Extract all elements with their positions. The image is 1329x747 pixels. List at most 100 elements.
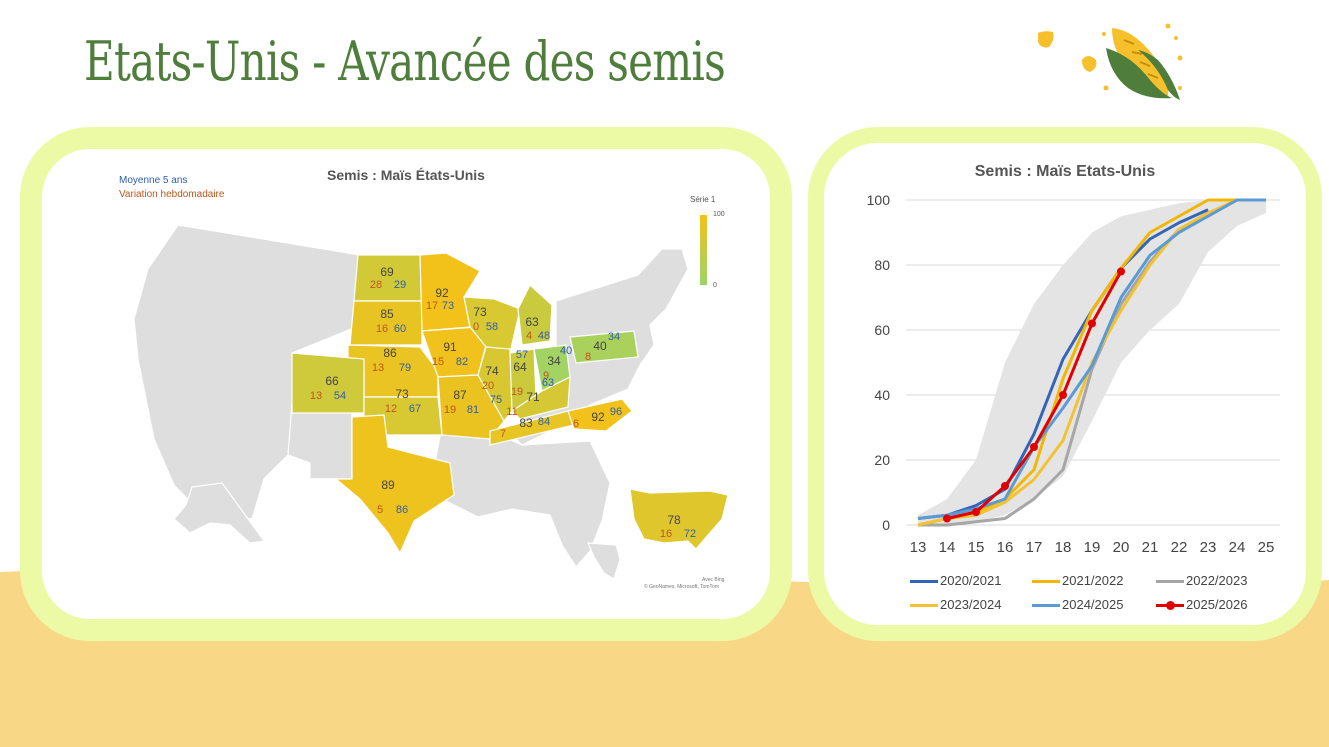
- x-tick-20: 20: [1113, 539, 1130, 556]
- map-states: [291, 252, 729, 555]
- map-var-NC: 6: [573, 418, 579, 430]
- legend-swatch: [1032, 580, 1060, 584]
- line-chart-panel: Semis : Maïs Etats-Unis 0 20 40 60 80 100 13 14…: [808, 127, 1322, 641]
- scale-min: 0: [713, 282, 717, 289]
- map-value-IL: 74: [485, 364, 499, 378]
- legend-item-5: 2025/2026: [1156, 597, 1247, 612]
- x-tick-21: 21: [1142, 539, 1159, 556]
- state-US: [629, 488, 729, 550]
- legend-swatch: [1156, 580, 1184, 584]
- map-var-IL: 20: [482, 380, 494, 392]
- map-avg-OH: 40: [560, 345, 572, 357]
- map-avg-IA: 82: [456, 356, 468, 368]
- map-value-KS: 73: [395, 387, 409, 401]
- map-var-KS: 12: [385, 403, 397, 415]
- map-base: [133, 224, 689, 580]
- map-var-CO: 13: [310, 390, 322, 402]
- x-tick-16: 16: [997, 539, 1014, 556]
- x-tick-18: 18: [1055, 539, 1072, 556]
- legend-swatch: [910, 580, 938, 584]
- state-PA: [569, 330, 639, 364]
- scale-title: Série 1: [690, 195, 716, 204]
- map-value-SD: 85: [380, 307, 394, 321]
- map-credit-2: © GeoNames, Microsoft, TomTom: [644, 584, 719, 590]
- legend-swatch: [1156, 601, 1184, 611]
- map-avg-CO: 54: [334, 390, 346, 402]
- map-value-NC: 92: [591, 410, 605, 424]
- line-chart: 0 20 40 60 80 100 13 14 15 16 17 18 19 20 21 22 23 24 25: [867, 192, 1280, 556]
- map-value-KY: 71: [526, 390, 540, 404]
- map-value-NE: 86: [383, 346, 397, 360]
- series-point-5-7: [1117, 267, 1125, 276]
- legend-item-1: 2021/2022: [1032, 573, 1123, 588]
- map-var-US: 16: [660, 528, 672, 540]
- x-tick-24: 24: [1229, 539, 1246, 556]
- x-tick-19: 19: [1084, 539, 1101, 556]
- legend-item-2: 2022/2023: [1156, 573, 1247, 588]
- state-NC: [567, 398, 633, 432]
- map-avg-MN: 73: [442, 300, 454, 312]
- legend-swatch: [910, 604, 938, 608]
- map-avg-ND: 29: [394, 279, 406, 291]
- y-tick-40: 40: [874, 387, 890, 403]
- corn-icon: [1082, 23, 1183, 100]
- map-var-NE: 13: [372, 362, 384, 374]
- x-tick-13: 13: [910, 539, 927, 556]
- map-var-MI: 4: [526, 330, 532, 342]
- map-avg-KY: 63: [542, 377, 554, 389]
- map-var-IA: 15: [432, 356, 444, 368]
- map-value-OH: 34: [547, 354, 561, 368]
- map-value-MI: 63: [525, 315, 539, 329]
- page-title: Etats-Unis - Avancée des semis: [84, 30, 726, 93]
- legend-swatch: [1032, 604, 1060, 608]
- x-tick-17: 17: [1026, 539, 1043, 556]
- legend-label: 2020/2021: [940, 573, 1002, 588]
- map-avg-WI: 58: [486, 321, 498, 333]
- kernel-icon: [1038, 31, 1054, 48]
- state-alaska: [173, 482, 266, 544]
- legend-label: 2025/2026: [1186, 597, 1248, 612]
- map-value-MO: 87: [453, 388, 467, 402]
- map-var-KY: 11: [506, 406, 517, 418]
- map-value-US: 78: [667, 513, 681, 527]
- scale-bar: [700, 215, 707, 285]
- x-tick-23: 23: [1200, 539, 1217, 556]
- map-value-ND: 69: [380, 265, 394, 279]
- map-avg-MO: 81: [467, 404, 479, 416]
- y-tick-100: 100: [867, 192, 891, 208]
- map-value-PA: 40: [593, 339, 607, 353]
- map-value-IN: 64: [513, 360, 527, 374]
- x-tick-25: 25: [1258, 539, 1275, 556]
- state-southwest: [287, 402, 353, 480]
- map-var-IN: 19: [511, 386, 523, 398]
- scale-max: 100: [713, 211, 725, 218]
- legend-label: 2023/2024: [940, 597, 1002, 612]
- map-avg-IL: 75: [490, 394, 502, 406]
- map-value-TX: 89: [381, 478, 395, 492]
- map-avg-KS: 67: [409, 403, 421, 415]
- x-tick-15: 15: [968, 539, 985, 556]
- map-credit-1: Avec Bing: [702, 577, 725, 583]
- map-var-WI: 0: [473, 321, 479, 333]
- map-value-WI: 73: [473, 305, 487, 319]
- state-KY: [511, 375, 571, 420]
- map-avg-NC: 96: [610, 406, 622, 418]
- legend-item-3: 2023/2024: [910, 597, 1001, 612]
- state-SD: [349, 300, 423, 346]
- state-MI: [517, 284, 553, 346]
- state-TX: [310, 414, 455, 555]
- map-avg-TX: 86: [396, 504, 408, 516]
- legend-item-0: 2020/2021: [910, 573, 1001, 588]
- map-avg-NE: 79: [399, 362, 411, 374]
- series-point-5-5: [1059, 391, 1067, 399]
- map-var-OH: 9: [543, 370, 549, 382]
- state-florida: [587, 542, 621, 580]
- map-var-TN: 7: [500, 428, 506, 440]
- map-value-IA: 91: [443, 340, 457, 354]
- map-value-CO: 66: [325, 374, 339, 388]
- y-tick-0: 0: [882, 517, 890, 533]
- map-avg-PA: 34: [608, 331, 620, 343]
- map-var-TX: 5: [377, 504, 383, 516]
- map-title: Semis : Maïs États-Unis: [327, 167, 485, 183]
